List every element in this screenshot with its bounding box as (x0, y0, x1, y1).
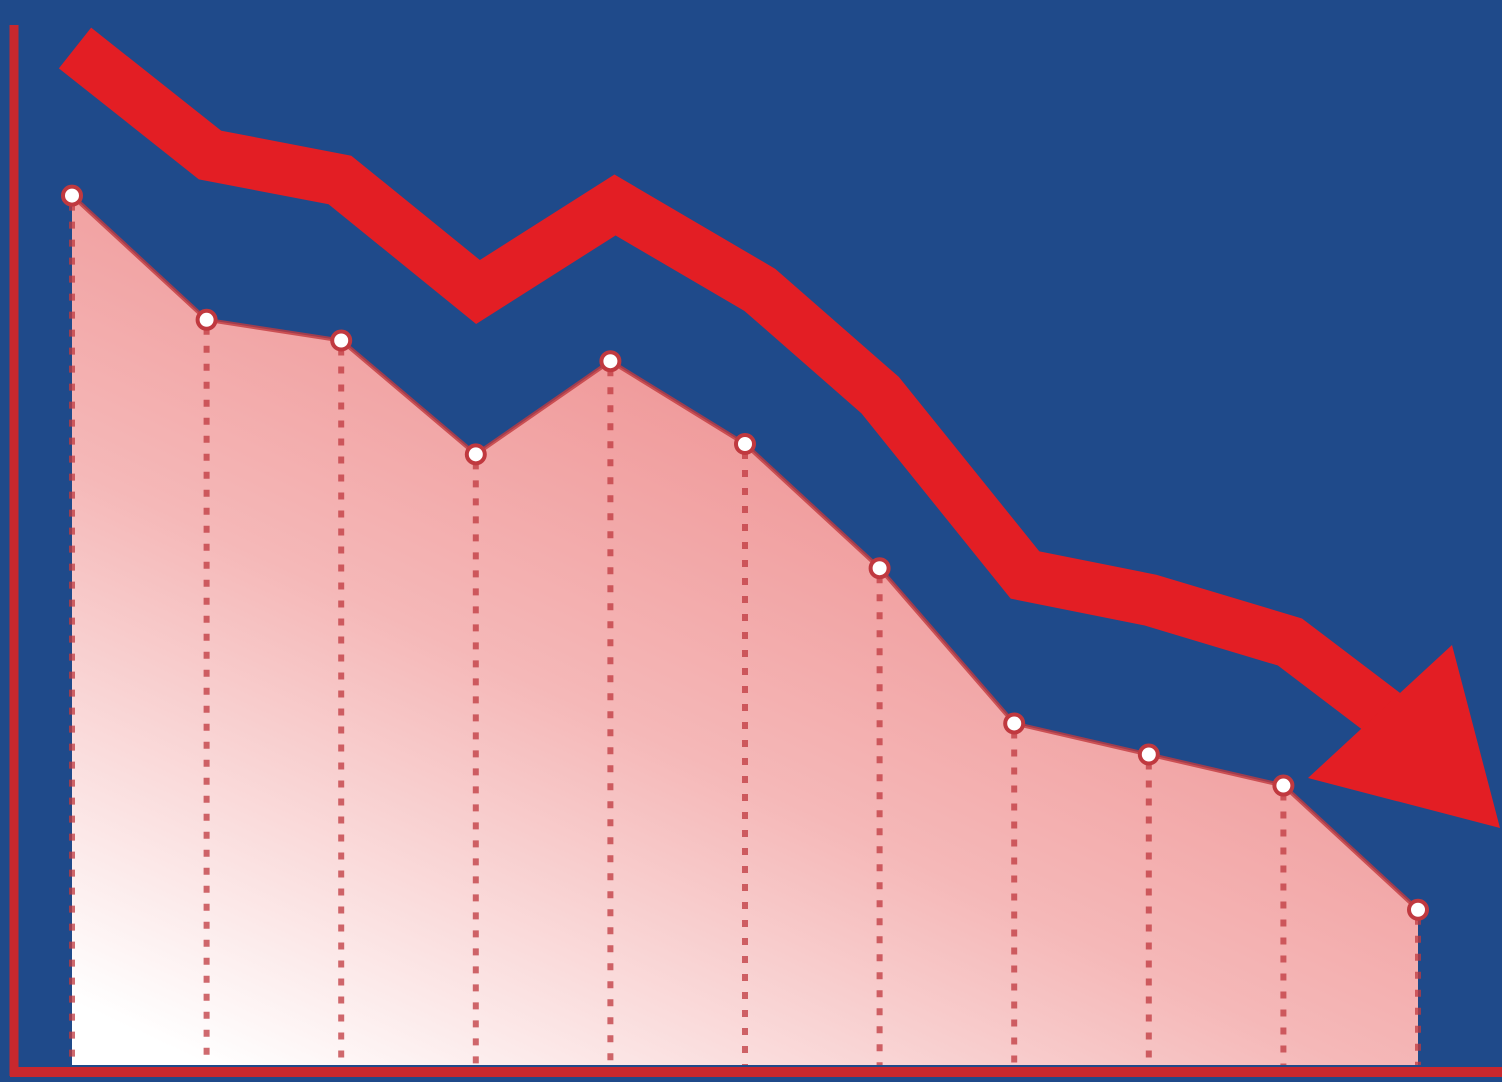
plot-area (61, 184, 1429, 1066)
point (1003, 712, 1026, 735)
point (599, 350, 622, 373)
point (1272, 774, 1295, 797)
trend-arrow (58, 27, 1406, 739)
point (464, 443, 487, 466)
point (734, 433, 756, 455)
point (330, 329, 353, 352)
point (61, 184, 83, 207)
point (868, 557, 891, 580)
point (195, 308, 218, 331)
point (1407, 898, 1429, 921)
point (1137, 743, 1160, 766)
area-fill (72, 195, 1418, 1066)
trend-arrow-head (1308, 645, 1500, 828)
